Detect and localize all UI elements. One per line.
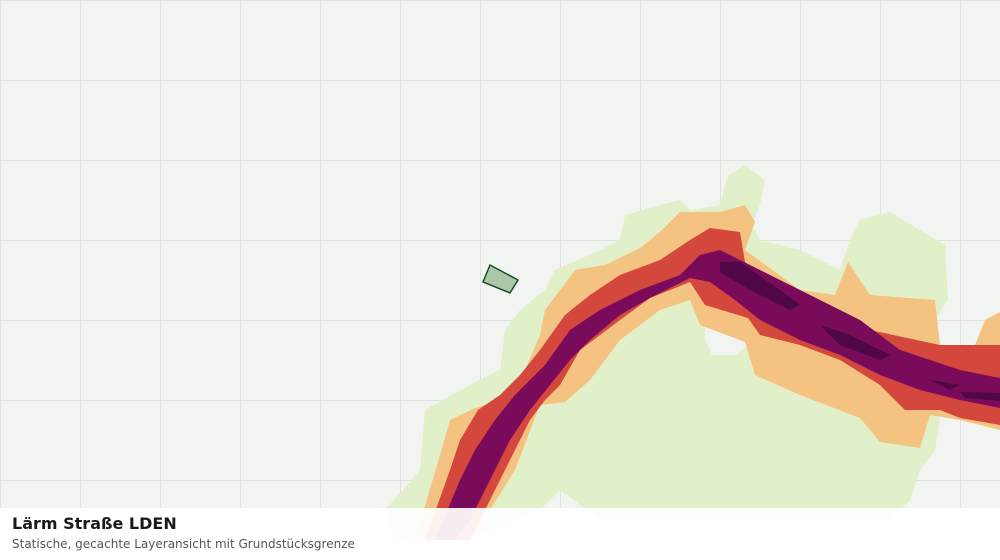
parcel-boundary[interactable] [482,263,520,294]
noise-layer [385,165,1000,540]
noise-zone-extreme [960,392,1000,401]
noise-zone-low [385,165,948,540]
noise-zone-extreme [820,325,890,360]
noise-zone-medium [415,205,1000,540]
noise-zone-extreme [930,380,960,390]
layer-title: Lärm Straße LDEN [12,514,177,533]
noise-zone-extreme [720,262,800,310]
info-panel: Lärm Straße LDEN Statische, gecachte Lay… [0,508,1000,560]
layer-subtitle: Statische, gecachte Layeransicht mit Gru… [12,537,355,551]
noise-zone-very-high [435,250,1000,540]
